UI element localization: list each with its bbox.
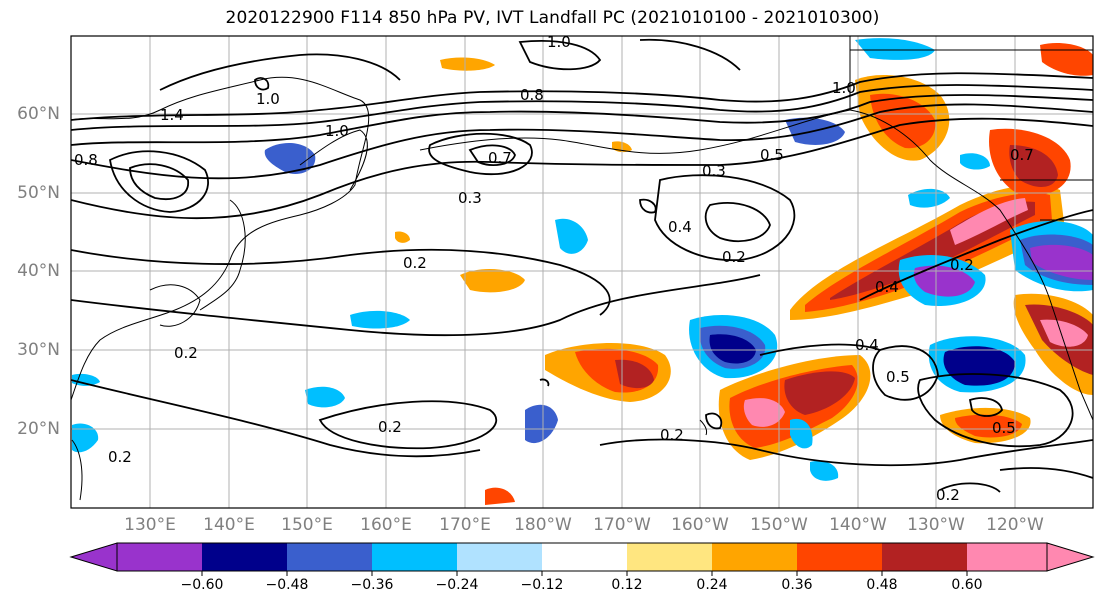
lon-label: 180°W bbox=[514, 515, 572, 535]
contour-label: 0.4 bbox=[668, 218, 692, 236]
colorbar-segment bbox=[712, 543, 797, 571]
contour-label: 0.2 bbox=[403, 254, 427, 272]
lon-label: 160°W bbox=[671, 515, 729, 535]
colorbar-segment bbox=[542, 543, 627, 571]
contour-label: 0.8 bbox=[74, 151, 98, 169]
colorbar-segment bbox=[202, 543, 287, 571]
lon-label: 130°E bbox=[124, 515, 176, 535]
colorbar-segment bbox=[117, 543, 202, 571]
contour-label: 0.5 bbox=[886, 368, 910, 386]
lon-label: 140°W bbox=[829, 515, 887, 535]
contour-label: 0.8 bbox=[520, 86, 544, 104]
colorbar-tick-label: −0.60 bbox=[180, 577, 224, 593]
lat-label: 20°N bbox=[17, 419, 60, 439]
contour-label: 0.3 bbox=[458, 189, 482, 207]
plot-title: 2020122900 F114 850 hPa PV, IVT Landfall… bbox=[225, 8, 880, 28]
shaded-anomaly-layer bbox=[72, 38, 1093, 505]
contour-label: 1.4 bbox=[160, 106, 184, 124]
colorbar bbox=[69, 542, 1095, 576]
lat-label: 50°N bbox=[17, 183, 60, 203]
colorbar-segment bbox=[372, 543, 457, 571]
contour-label: 0.5 bbox=[760, 146, 784, 164]
lon-label: 150°E bbox=[281, 515, 333, 535]
colorbar-segment bbox=[287, 543, 372, 571]
colorbar-tick-label: 0.24 bbox=[696, 577, 728, 593]
contour-label: 0.2 bbox=[660, 426, 684, 444]
colorbar-segment bbox=[797, 543, 882, 571]
colorbar-tick-label: −0.12 bbox=[520, 577, 564, 593]
colorbar-tick-label: −0.24 bbox=[435, 577, 479, 593]
contour-label: 0.2 bbox=[108, 448, 132, 466]
colorbar-tick-label: 0.48 bbox=[866, 577, 898, 593]
contour-label: 0.4 bbox=[875, 278, 899, 296]
colorbar-extend-max bbox=[1046, 542, 1095, 572]
lon-label: 140°E bbox=[203, 515, 255, 535]
contour-label: 0.2 bbox=[722, 248, 746, 266]
lat-label: 40°N bbox=[17, 261, 60, 281]
contour-label: 0.2 bbox=[174, 344, 198, 362]
colorbar-tick-label: −0.36 bbox=[350, 577, 394, 593]
contour-label: 0.7 bbox=[488, 149, 512, 167]
lat-label: 30°N bbox=[17, 340, 60, 360]
lat-label: 60°N bbox=[17, 104, 60, 124]
contour-label: 0.2 bbox=[950, 256, 974, 274]
colorbar-tick-label: 0.36 bbox=[781, 577, 813, 593]
map-frame bbox=[70, 35, 1094, 509]
lon-label: 170°W bbox=[593, 515, 651, 535]
contour-label: 1.0 bbox=[256, 90, 280, 108]
lon-label: 130°W bbox=[907, 515, 965, 535]
contour-label: 0.5 bbox=[992, 419, 1016, 437]
colorbar-tick-label: 0.60 bbox=[951, 577, 983, 593]
lon-label: 160°E bbox=[360, 515, 412, 535]
pv-contours bbox=[71, 38, 1093, 493]
colorbar-tick-label: 0.12 bbox=[611, 577, 643, 593]
colorbar-segment bbox=[457, 543, 542, 571]
lon-label: 170°E bbox=[439, 515, 491, 535]
colorbar-extend-min bbox=[69, 542, 118, 572]
lon-label: 150°W bbox=[750, 515, 808, 535]
contour-label: 0.3 bbox=[702, 162, 726, 180]
coastlines bbox=[71, 36, 1093, 501]
colorbar-segment bbox=[627, 543, 712, 571]
contour-label: 0.2 bbox=[378, 418, 402, 436]
contour-label: 1.0 bbox=[325, 122, 349, 140]
colorbar-tick-label: −0.48 bbox=[265, 577, 309, 593]
contour-label: 1.0 bbox=[547, 33, 571, 51]
contour-label: 1.0 bbox=[832, 79, 856, 97]
lon-label: 120°W bbox=[986, 515, 1044, 535]
contour-label: 0.2 bbox=[936, 486, 960, 504]
colorbar-segment bbox=[882, 543, 967, 571]
colorbar-segment bbox=[967, 543, 1047, 571]
contour-label: 0.7 bbox=[1010, 146, 1034, 164]
contour-label: 0.4 bbox=[855, 336, 879, 354]
